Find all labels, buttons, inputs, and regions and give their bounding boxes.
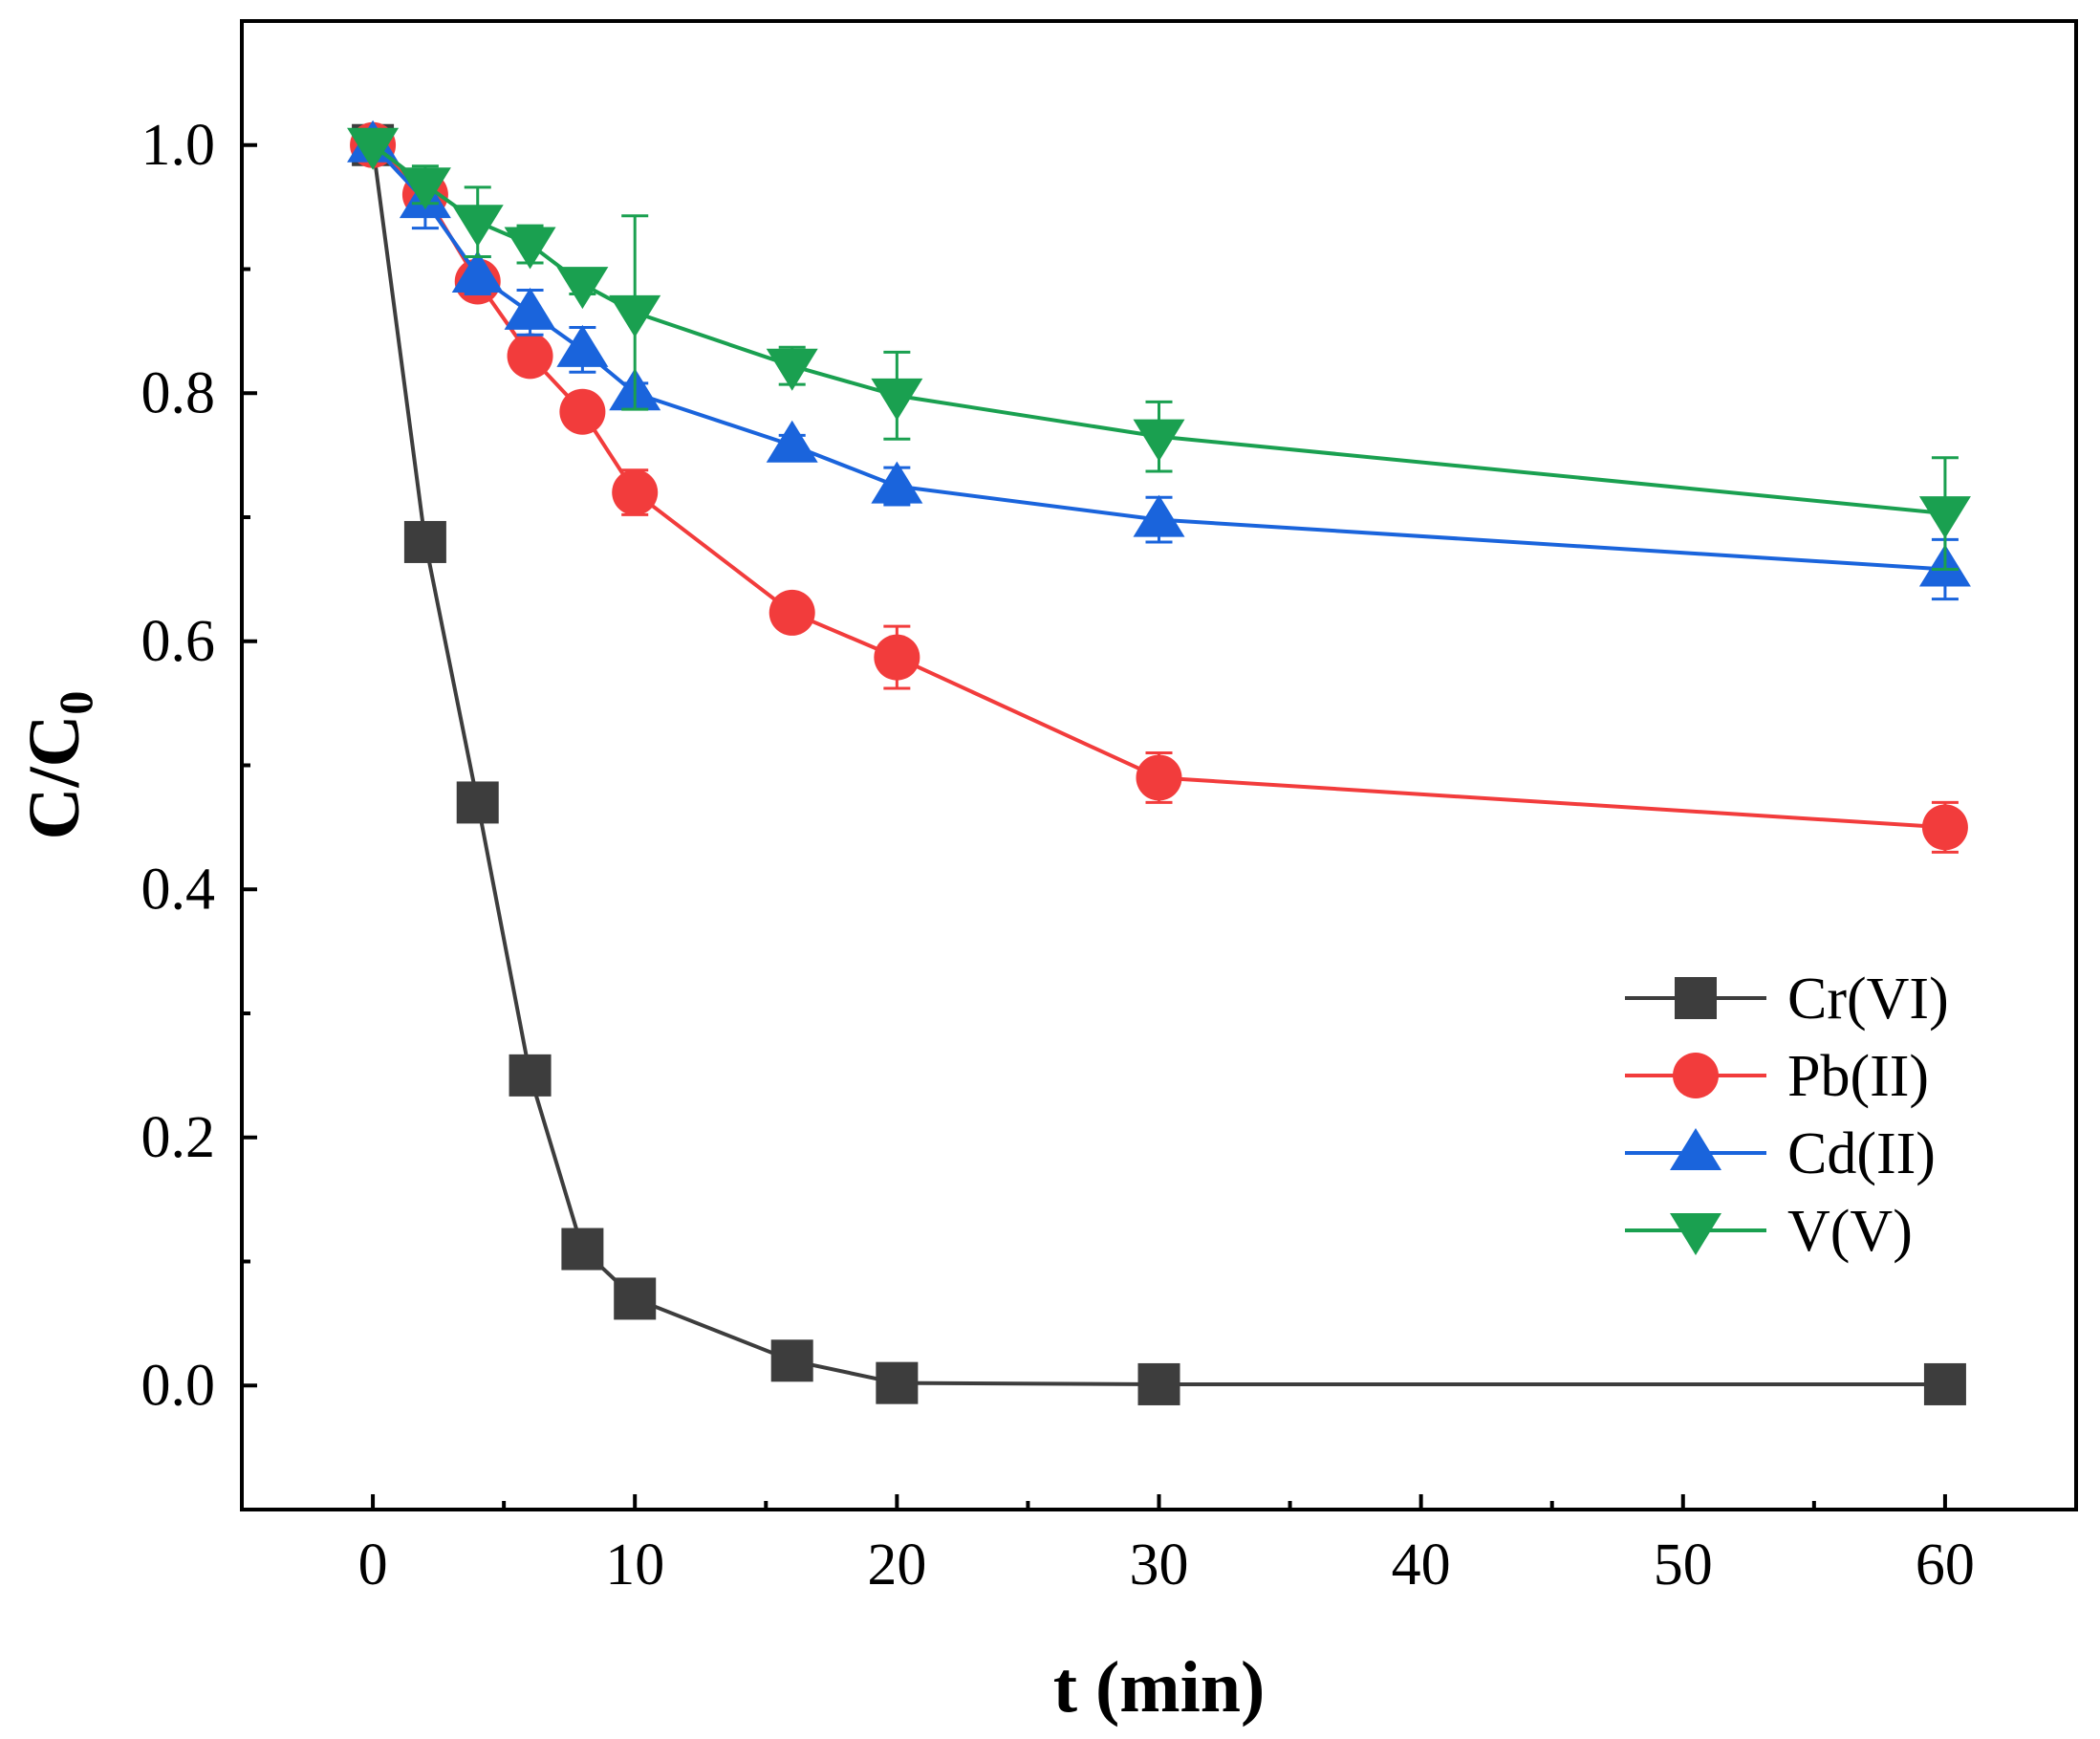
data-point: [874, 634, 920, 681]
series-group: [347, 120, 1971, 1405]
y-tick-label: 0.8: [141, 360, 216, 425]
data-point: [769, 589, 815, 636]
data-point: [451, 250, 504, 293]
y-tick-label: 0.4: [141, 857, 216, 922]
data-point: [1137, 1362, 1180, 1405]
x-tick-label: 20: [867, 1532, 926, 1598]
legend-entry: Cr(VI): [1625, 967, 1949, 1032]
legend-marker: [1670, 1213, 1721, 1255]
series-cd-ii-: [347, 120, 1971, 601]
data-point: [504, 227, 556, 270]
x-tick-label: 30: [1130, 1532, 1189, 1598]
legend-entry: Pb(II): [1625, 1044, 1929, 1109]
data-point: [1923, 1362, 1966, 1405]
data-point: [561, 1228, 604, 1271]
y-tick-label: 1.0: [141, 113, 216, 178]
tick-labels: 0 10 20 30 40 50 60 0.0 0.2 0.4 0.6 0.8 1.0: [141, 113, 1975, 1598]
legend-marker: [1675, 977, 1717, 1019]
legend-label: Cd(II): [1787, 1121, 1936, 1186]
y-axis-title-main: C/C: [14, 715, 95, 840]
y-axis-title: C/C0: [14, 691, 102, 840]
legend-entry: Cd(II): [1625, 1121, 1936, 1186]
data-point: [1136, 754, 1182, 801]
data-point: [766, 420, 818, 463]
x-tick-label: 60: [1916, 1532, 1975, 1598]
data-point: [770, 1339, 813, 1382]
data-point: [559, 388, 606, 435]
legend: Cr(VI) Pb(II) Cd(II) V(V): [1625, 967, 1949, 1264]
data-point: [1918, 496, 1971, 539]
data-point: [456, 781, 499, 824]
data-point: [1133, 419, 1185, 462]
data-point: [1921, 804, 1968, 851]
series-line: [371, 143, 1946, 516]
series-v-v-: [347, 127, 1971, 571]
legend-label: Pb(II): [1787, 1044, 1929, 1109]
legend-label: Cr(VI): [1787, 967, 1949, 1032]
legend-marker: [1673, 1053, 1719, 1098]
data-point: [451, 205, 504, 248]
y-tick-label: 0.6: [141, 609, 216, 674]
x-tick-label: 10: [605, 1532, 664, 1598]
data-point: [504, 287, 556, 330]
data-point: [399, 167, 451, 210]
series-line: [371, 144, 1945, 1386]
x-axis-title: t (min): [1053, 1647, 1266, 1728]
y-axis-title-subscript: 0: [49, 691, 102, 715]
x-tick-label: 40: [1392, 1532, 1451, 1598]
data-point: [609, 294, 661, 337]
data-point: [766, 348, 818, 391]
data-point: [403, 520, 446, 563]
series-cr-vi-: [352, 123, 1966, 1405]
x-tick-label: 0: [358, 1532, 388, 1598]
data-point: [507, 333, 553, 380]
data-point: [509, 1054, 552, 1097]
legend-label: V(V): [1787, 1199, 1913, 1264]
data-point: [614, 1277, 657, 1320]
data-point: [876, 1361, 919, 1404]
data-point: [871, 378, 923, 421]
y-tick-label: 0.2: [141, 1105, 216, 1170]
series-line: [371, 143, 1946, 572]
legend-entry: V(V): [1625, 1199, 1913, 1264]
data-point: [556, 324, 609, 367]
data-point: [556, 267, 609, 310]
plot-frame: [240, 19, 2078, 1511]
data-point: [347, 127, 400, 170]
y-tick-label: 0.0: [141, 1353, 216, 1418]
legend-marker: [1670, 1128, 1721, 1170]
data-point: [1133, 494, 1185, 537]
data-point: [612, 469, 659, 516]
data-point: [871, 461, 923, 504]
x-tick-label: 50: [1654, 1532, 1713, 1598]
